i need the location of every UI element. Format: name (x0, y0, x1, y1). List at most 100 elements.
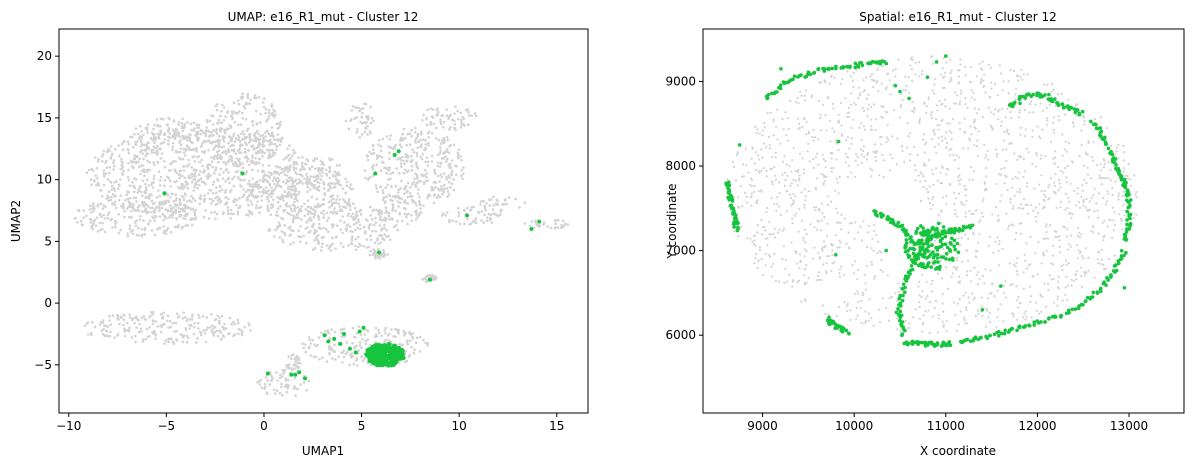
spatial-background-point (871, 169, 874, 172)
spatial-background-point (922, 164, 925, 167)
spatial-background-point (736, 196, 739, 199)
spatial-background-point (800, 191, 803, 194)
umap-background-point (171, 211, 175, 215)
umap-background-point (495, 198, 499, 202)
spatial-background-point (1088, 200, 1091, 203)
spatial-background-point (785, 210, 789, 213)
umap-background-point (310, 207, 314, 211)
spatial-background-point (793, 214, 796, 217)
spatial-background-point (1012, 224, 1015, 227)
spatial-background-point (750, 157, 753, 160)
spatial-background-point (897, 290, 901, 293)
umap-background-point (246, 182, 250, 186)
spatial-background-point (1068, 212, 1071, 215)
umap-background-point (192, 189, 195, 192)
spatial-background-point (1022, 207, 1025, 210)
spatial-background-point (1023, 109, 1026, 112)
umap-background-point (150, 193, 153, 197)
umap-background-point (233, 175, 236, 179)
spatial-background-point (1054, 156, 1057, 159)
umap-background-point (212, 157, 216, 161)
umap-background-point (267, 193, 271, 196)
spatial-background-point (907, 76, 910, 79)
umap-background-point (253, 136, 257, 140)
spatial-background-point (794, 195, 797, 198)
umap-background-point (306, 182, 309, 186)
spatial-background-point (1023, 253, 1026, 256)
spatial-background-point (860, 299, 863, 303)
umap-background-point (177, 225, 180, 229)
spatial-background-point (1006, 128, 1009, 131)
umap-background-point (276, 379, 280, 382)
umap-background-point (211, 123, 215, 126)
umap-background-point (331, 174, 335, 178)
umap-background-point (206, 118, 209, 122)
umap-background-point (310, 212, 314, 215)
umap-background-point (407, 212, 410, 216)
umap-background-point (318, 181, 321, 185)
umap-background-point (319, 227, 322, 230)
umap-background-point (138, 150, 142, 154)
spatial-background-point (851, 80, 855, 83)
umap-background-point (195, 341, 198, 344)
spatial-background-point (853, 101, 856, 104)
umap-background-point (382, 191, 385, 195)
umap-background-point (391, 195, 395, 198)
spatial-background-point (1003, 291, 1006, 294)
spatial-background-point (775, 202, 779, 205)
umap-background-point (244, 172, 248, 175)
spatial-background-point (918, 301, 921, 304)
spatial-background-point (945, 319, 949, 322)
umap-background-point (270, 131, 274, 135)
umap-background-point (238, 206, 241, 209)
umap-background-point (171, 160, 175, 163)
umap-background-point (238, 157, 241, 161)
umap-background-point (186, 317, 189, 321)
umap-background-point (405, 215, 408, 219)
umap-background-point (234, 152, 238, 155)
spatial-background-point (959, 89, 962, 92)
umap-background-point (343, 335, 346, 339)
umap-background-point (215, 132, 219, 135)
umap-background-point (206, 326, 209, 329)
umap-background-point (317, 177, 320, 180)
spatial-background-point (817, 220, 821, 223)
umap-background-point (442, 172, 446, 175)
umap-background-point (415, 181, 419, 185)
umap-background-point (98, 212, 102, 216)
umap-background-point (112, 159, 116, 162)
umap-background-point (190, 128, 193, 132)
umap-background-point (260, 199, 264, 202)
spatial-background-point (1107, 177, 1110, 180)
umap-background-point (193, 322, 196, 325)
spatial-background-point (969, 125, 972, 128)
umap-background-point (290, 196, 293, 199)
umap-background-point (241, 162, 244, 165)
spatial-background-point (1008, 224, 1011, 228)
spatial-background-point (882, 159, 885, 162)
umap-background-point (127, 205, 130, 209)
umap-background-point (219, 338, 223, 341)
spatial-background-point (999, 173, 1003, 176)
umap-background-point (308, 188, 312, 191)
umap-background-point (560, 224, 563, 227)
umap-background-point (241, 137, 245, 141)
spatial-background-point (1009, 283, 1012, 287)
spatial-background-point (1000, 120, 1003, 123)
spatial-background-point (969, 139, 972, 142)
spatial-background-point (1097, 192, 1101, 195)
spatial-background-point (1122, 204, 1125, 207)
spatial-background-point (835, 221, 839, 224)
umap-background-point (241, 117, 245, 120)
umap-background-point (368, 253, 372, 257)
spatial-background-point (880, 82, 883, 85)
spatial-background-point (974, 249, 978, 253)
umap-background-point (262, 97, 266, 100)
spatial-background-point (865, 97, 868, 100)
spatial-background-point (770, 233, 773, 236)
spatial-background-point (794, 169, 797, 173)
umap-background-point (144, 188, 148, 192)
umap-background-point (318, 172, 322, 175)
umap-background-point (389, 134, 393, 137)
umap-background-point (327, 200, 331, 204)
